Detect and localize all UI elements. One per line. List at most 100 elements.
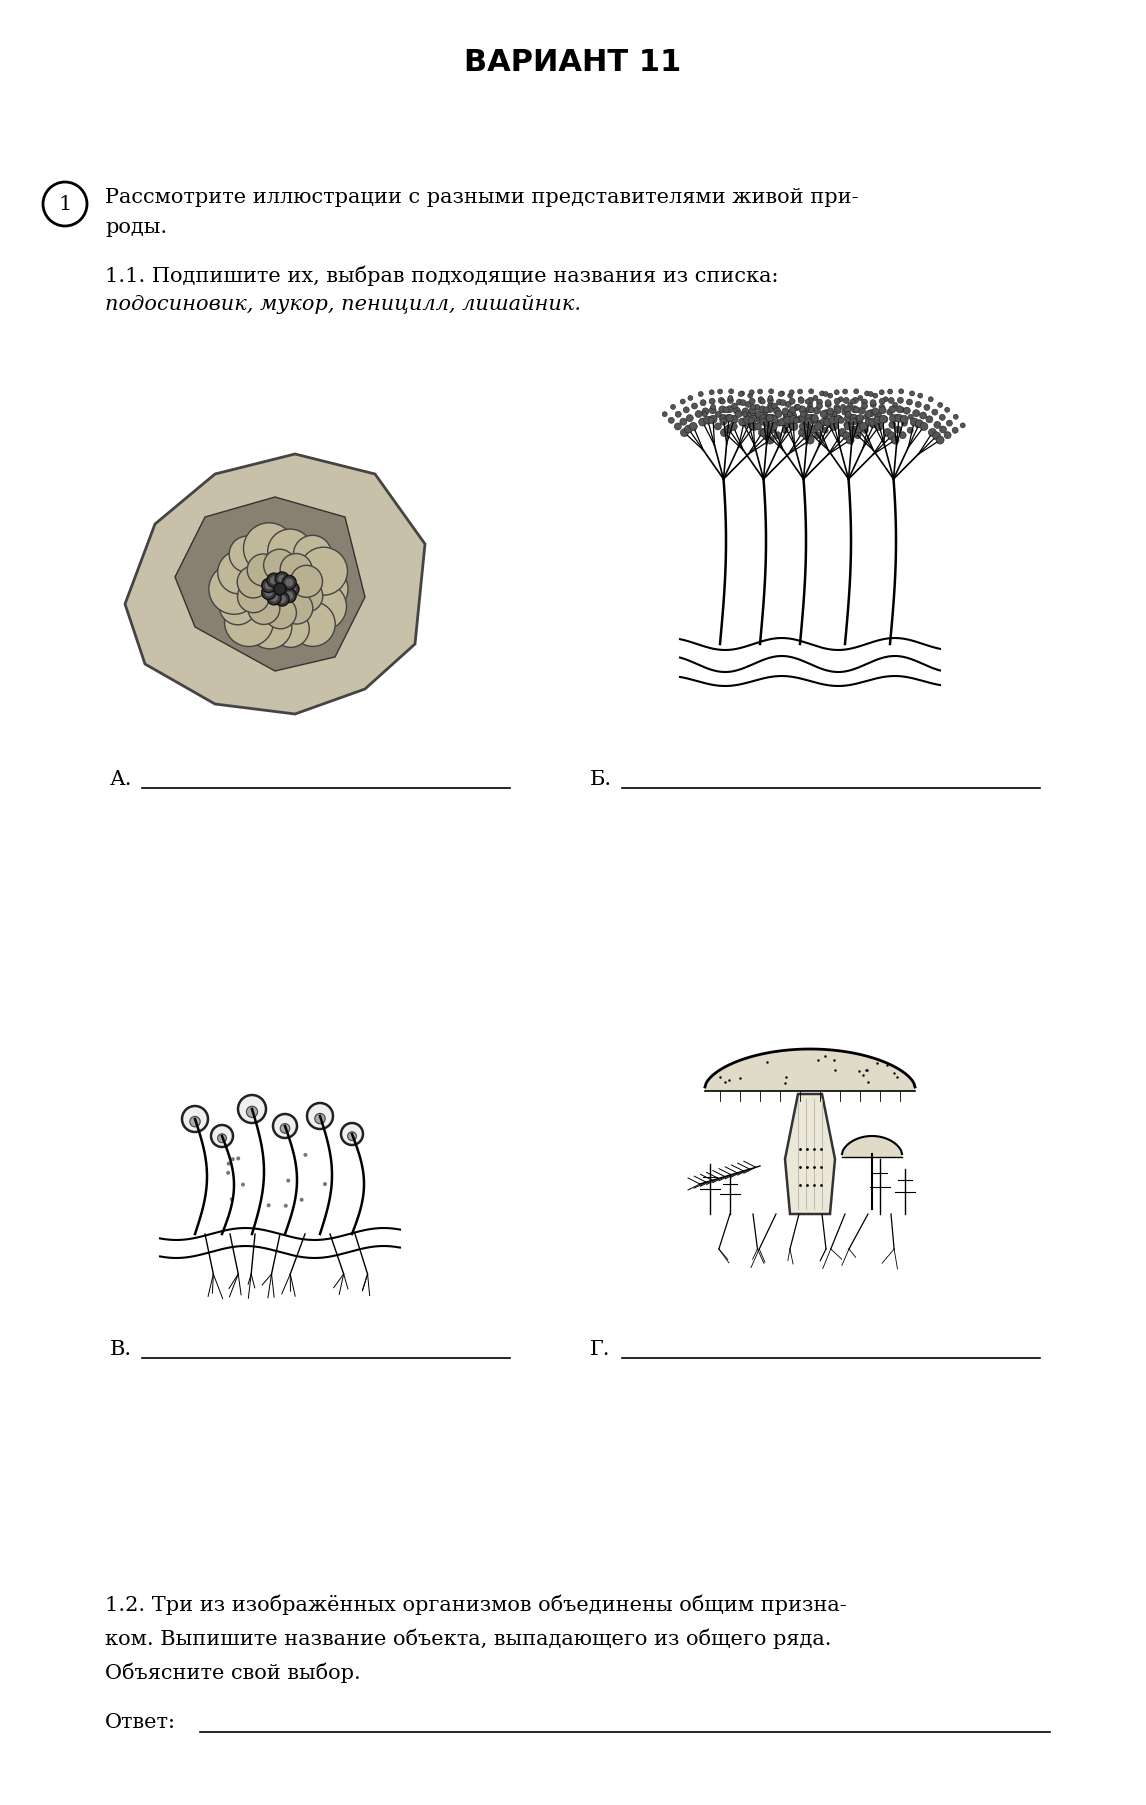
Circle shape	[275, 592, 289, 606]
Circle shape	[719, 406, 725, 413]
Circle shape	[219, 588, 257, 626]
Circle shape	[798, 390, 802, 395]
Circle shape	[884, 430, 892, 437]
Circle shape	[865, 419, 873, 426]
Circle shape	[248, 594, 280, 625]
Circle shape	[787, 413, 792, 417]
Circle shape	[230, 1197, 234, 1202]
Circle shape	[906, 401, 912, 406]
Circle shape	[800, 415, 808, 422]
Circle shape	[267, 592, 281, 605]
Circle shape	[759, 430, 767, 437]
Circle shape	[783, 415, 788, 421]
Circle shape	[270, 578, 278, 585]
Circle shape	[842, 410, 848, 415]
Circle shape	[879, 415, 887, 424]
Circle shape	[756, 417, 763, 424]
Text: В.: В.	[110, 1339, 132, 1357]
Circle shape	[808, 403, 813, 408]
Circle shape	[724, 415, 732, 422]
Circle shape	[808, 408, 815, 413]
Circle shape	[850, 401, 855, 404]
Circle shape	[823, 415, 829, 421]
Circle shape	[884, 397, 888, 403]
Circle shape	[769, 426, 777, 433]
Circle shape	[900, 415, 908, 424]
Circle shape	[928, 430, 936, 437]
Circle shape	[865, 412, 872, 419]
Circle shape	[288, 585, 296, 594]
Circle shape	[900, 408, 904, 413]
Circle shape	[888, 399, 894, 404]
Circle shape	[739, 392, 745, 397]
Circle shape	[924, 404, 929, 412]
Circle shape	[190, 1117, 201, 1126]
Circle shape	[738, 392, 744, 397]
Circle shape	[776, 421, 783, 428]
Circle shape	[764, 415, 772, 422]
Circle shape	[769, 422, 777, 431]
Circle shape	[675, 412, 681, 419]
Circle shape	[731, 404, 738, 410]
Circle shape	[227, 1162, 230, 1166]
Circle shape	[908, 428, 913, 433]
Circle shape	[299, 583, 346, 632]
Circle shape	[787, 393, 793, 399]
Circle shape	[888, 433, 896, 440]
Circle shape	[745, 421, 753, 428]
Circle shape	[714, 424, 721, 431]
Circle shape	[293, 536, 331, 574]
Circle shape	[803, 422, 811, 430]
Circle shape	[840, 404, 846, 410]
Circle shape	[265, 597, 297, 630]
Circle shape	[845, 415, 853, 422]
Circle shape	[790, 424, 798, 431]
Circle shape	[813, 397, 818, 401]
Circle shape	[843, 399, 849, 404]
Circle shape	[668, 419, 674, 424]
Circle shape	[749, 408, 756, 415]
Circle shape	[838, 419, 845, 424]
Circle shape	[702, 413, 707, 417]
Circle shape	[858, 408, 865, 415]
Circle shape	[290, 567, 322, 597]
Circle shape	[869, 419, 877, 426]
Circle shape	[323, 1182, 327, 1186]
Circle shape	[910, 392, 915, 397]
Circle shape	[767, 415, 774, 422]
Circle shape	[749, 399, 755, 404]
Circle shape	[729, 390, 733, 395]
Circle shape	[862, 404, 868, 410]
Circle shape	[849, 426, 856, 433]
Circle shape	[778, 392, 783, 397]
Circle shape	[869, 392, 873, 397]
Text: подосиновик, мукор, пеницилл, лишайник.: подосиновик, мукор, пеницилл, лишайник.	[105, 294, 581, 314]
Circle shape	[237, 581, 269, 614]
Circle shape	[674, 424, 682, 431]
Circle shape	[898, 390, 904, 395]
Circle shape	[815, 422, 823, 431]
Circle shape	[724, 426, 732, 433]
Circle shape	[799, 430, 807, 437]
Circle shape	[806, 430, 814, 437]
Circle shape	[870, 424, 876, 428]
Circle shape	[855, 408, 860, 413]
Circle shape	[783, 410, 790, 417]
Circle shape	[740, 401, 746, 406]
Circle shape	[747, 393, 753, 399]
Circle shape	[830, 413, 837, 421]
Circle shape	[727, 415, 733, 422]
Circle shape	[896, 406, 903, 413]
Circle shape	[799, 397, 803, 403]
Circle shape	[952, 428, 958, 433]
Circle shape	[960, 424, 965, 428]
Circle shape	[760, 415, 768, 422]
Circle shape	[834, 399, 840, 404]
Circle shape	[850, 415, 858, 422]
Circle shape	[794, 404, 800, 412]
Circle shape	[763, 408, 769, 413]
Text: А.: А.	[110, 769, 133, 789]
Circle shape	[851, 406, 858, 413]
Circle shape	[940, 426, 947, 433]
Circle shape	[774, 408, 780, 415]
